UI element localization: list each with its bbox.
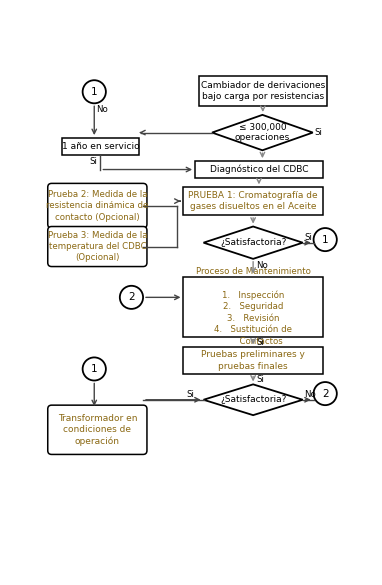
Text: Si: Si (304, 233, 312, 242)
FancyBboxPatch shape (183, 187, 323, 215)
Text: Si: Si (256, 375, 264, 384)
Text: Si: Si (314, 128, 322, 137)
Text: Si: Si (90, 157, 97, 166)
Text: 2: 2 (322, 388, 329, 398)
Text: Transformador en
condiciones de
operación: Transformador en condiciones de operació… (58, 414, 137, 446)
FancyBboxPatch shape (199, 77, 327, 106)
FancyBboxPatch shape (48, 405, 147, 455)
Text: PRUEBA 1: Cromatografía de
gases disueltos en el Aceite: PRUEBA 1: Cromatografía de gases disuelt… (188, 191, 318, 211)
Text: Pruebas preliminares y
pruebas finales: Pruebas preliminares y pruebas finales (201, 350, 305, 371)
Text: Diagnóstico del CDBC: Diagnóstico del CDBC (210, 165, 308, 174)
Circle shape (83, 357, 106, 380)
Text: Prueba 3: Medida de la
temperatura del CDBC
(Opcional): Prueba 3: Medida de la temperatura del C… (48, 230, 147, 263)
Text: Proceso de Mantenimiento

1.   Inspección
2.   Seguridad
3.   Revisión
4.   Sust: Proceso de Mantenimiento 1. Inspección 2… (196, 267, 311, 346)
FancyBboxPatch shape (62, 138, 139, 155)
Circle shape (120, 286, 143, 309)
FancyBboxPatch shape (183, 347, 323, 374)
FancyBboxPatch shape (48, 226, 147, 267)
Text: No: No (304, 390, 316, 399)
Text: 1 año en servicio: 1 año en servicio (62, 142, 139, 151)
Polygon shape (204, 384, 303, 415)
Text: ¿Satisfactoria?: ¿Satisfactoria? (220, 395, 286, 404)
Circle shape (314, 382, 337, 405)
FancyBboxPatch shape (48, 183, 147, 228)
Text: ¿Satisfactoria?: ¿Satisfactoria? (220, 238, 286, 247)
Text: ≤ 300,000
operaciones: ≤ 300,000 operaciones (235, 123, 290, 142)
Text: 1: 1 (91, 364, 97, 374)
Text: 1: 1 (322, 235, 329, 245)
FancyBboxPatch shape (195, 161, 323, 178)
Circle shape (314, 228, 337, 251)
Circle shape (83, 80, 106, 104)
Text: Cambiador de derivaciones
bajo carga por resistencias: Cambiador de derivaciones bajo carga por… (201, 81, 325, 101)
Text: No: No (256, 260, 268, 270)
Text: Prueba 2: Medida de la
resistencia dinámica de
contacto (Opcional): Prueba 2: Medida de la resistencia dinám… (46, 190, 149, 222)
FancyBboxPatch shape (183, 277, 323, 336)
Text: Si: Si (186, 390, 194, 399)
Text: Si: Si (256, 338, 264, 347)
Text: 1: 1 (91, 87, 97, 97)
Text: 2: 2 (128, 292, 135, 302)
Polygon shape (212, 115, 313, 150)
Polygon shape (204, 226, 303, 259)
Text: No: No (97, 105, 108, 114)
